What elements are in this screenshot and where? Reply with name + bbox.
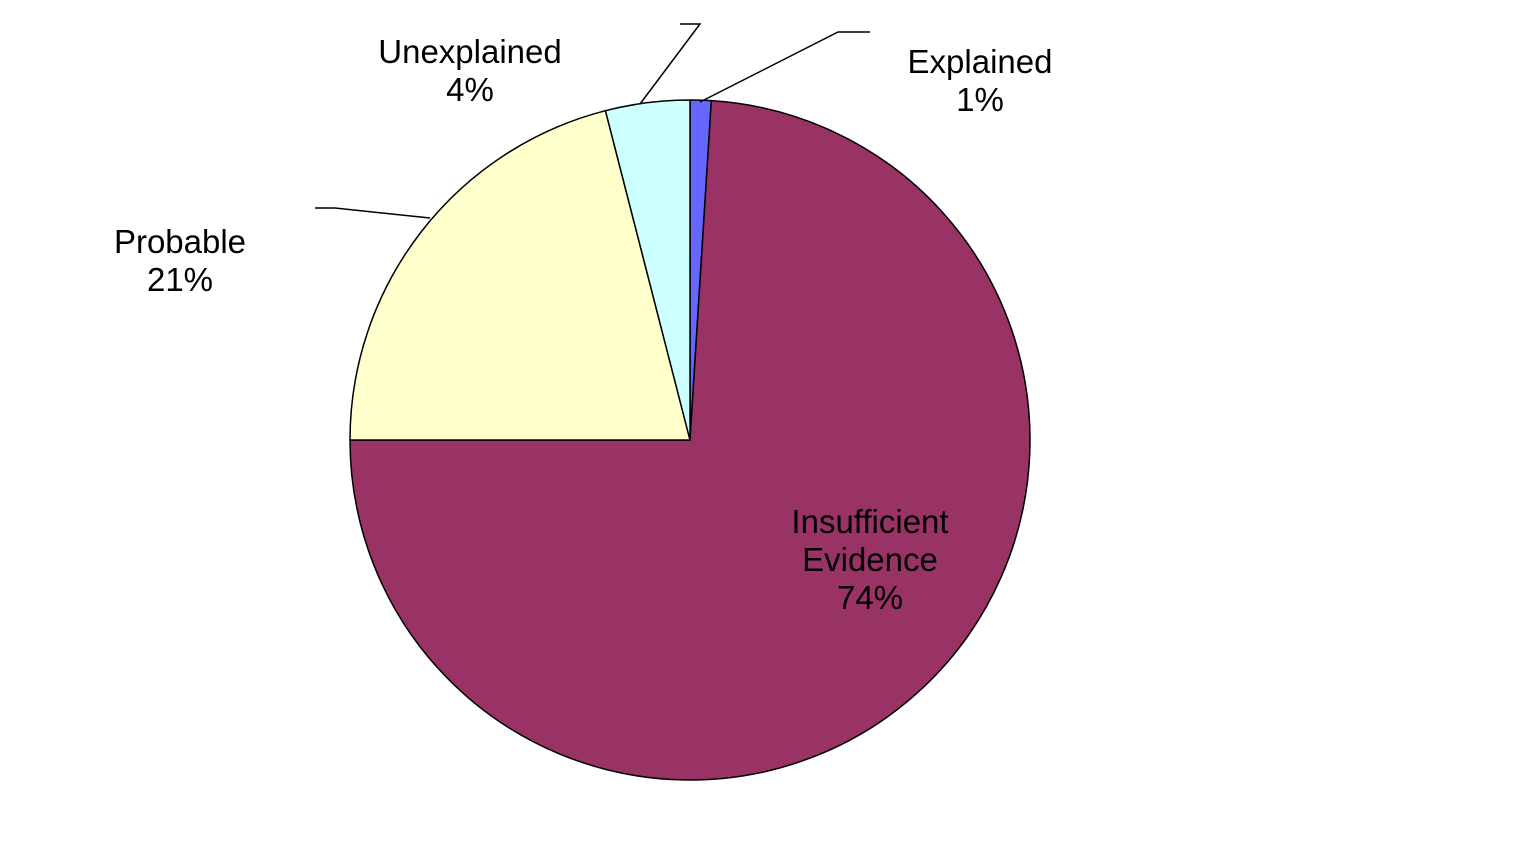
slice-label-line: 4% <box>446 71 494 108</box>
slice-label-line: 74% <box>837 579 903 616</box>
slice-label-line: Insufficient <box>791 503 948 540</box>
pie-slices <box>350 100 1030 780</box>
slice-label-line: Probable <box>114 223 246 260</box>
slice-label-line: 21% <box>147 261 213 298</box>
slice-label-line: Explained <box>908 43 1053 80</box>
slice-label-line: 1% <box>956 81 1004 118</box>
slice-label-line: Evidence <box>802 541 938 578</box>
slice-label-line: Unexplained <box>378 33 561 70</box>
pie-chart: Explained1% InsufficientEvidence74% Probab… <box>0 0 1524 862</box>
